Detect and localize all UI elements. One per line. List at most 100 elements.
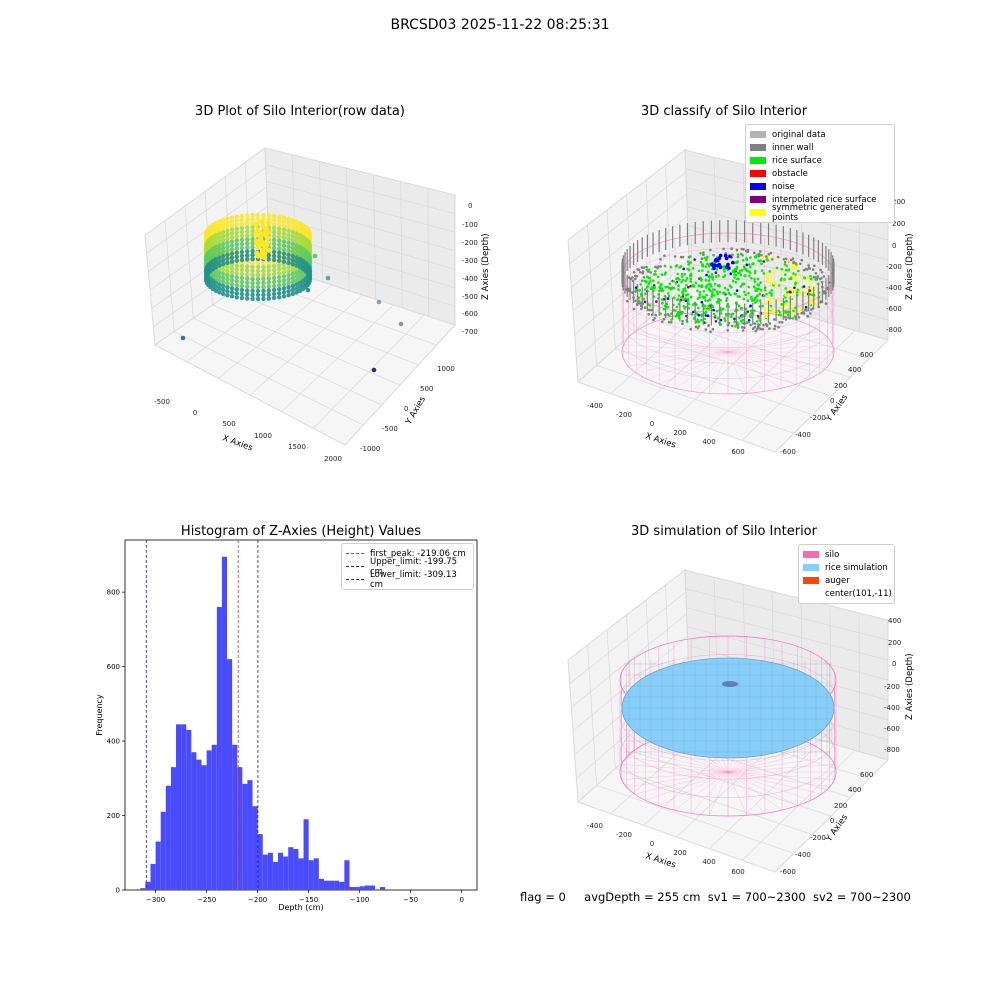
classified-point xyxy=(703,297,706,300)
p4-ytick: 200 xyxy=(834,802,847,810)
ring-point xyxy=(286,221,290,225)
ring-point xyxy=(225,217,229,221)
classified-point xyxy=(711,276,714,279)
ring-point xyxy=(225,277,229,281)
classified-point xyxy=(676,273,679,276)
ring-point xyxy=(261,269,265,273)
ring-point xyxy=(277,267,281,271)
histogram-bar xyxy=(253,806,258,890)
classified-point xyxy=(663,318,666,321)
p4-ytick: 400 xyxy=(848,786,861,794)
classified-point xyxy=(695,282,698,285)
ring-point xyxy=(272,272,276,276)
classified-point xyxy=(787,316,790,319)
legend-swatch xyxy=(803,590,819,597)
classified-point xyxy=(712,306,715,309)
ring-point xyxy=(286,229,290,233)
panel1-3d-plot: -500 0 500 1000 1500 2000 -1000 -500 0 5… xyxy=(0,0,500,500)
ring-point xyxy=(235,235,239,239)
ring-point xyxy=(256,265,260,269)
ring-point xyxy=(291,234,295,238)
classified-point xyxy=(808,267,811,270)
legend-label: original data xyxy=(772,130,826,140)
ring-point xyxy=(267,280,271,284)
classified-point xyxy=(747,270,750,273)
classified-point xyxy=(674,255,677,258)
classified-point xyxy=(701,263,704,266)
ring-point xyxy=(240,222,244,226)
classified-point xyxy=(781,321,784,324)
histogram-bar xyxy=(140,888,145,890)
classified-point xyxy=(687,286,690,289)
histogram-bar xyxy=(365,886,370,890)
classified-point xyxy=(664,286,667,289)
legend-swatch xyxy=(750,170,766,177)
ring-point xyxy=(217,243,221,247)
noise-point xyxy=(719,254,723,258)
ring-point xyxy=(286,261,290,265)
classified-point xyxy=(744,274,747,277)
classified-point xyxy=(655,314,658,317)
classified-point xyxy=(654,266,657,269)
classified-point xyxy=(784,287,787,290)
ring-point xyxy=(225,265,229,269)
ring-point xyxy=(267,284,271,288)
classified-point xyxy=(783,258,786,261)
ring-point xyxy=(240,214,244,218)
histogram-bar xyxy=(268,853,273,890)
p1-zlabel: Z Axies (Depth) xyxy=(481,233,491,300)
classified-point xyxy=(678,266,681,269)
legend-entry: Lower_limit: -309.13 cm xyxy=(346,573,469,586)
classified-point xyxy=(652,279,655,282)
ring-point xyxy=(261,289,265,293)
classified-point xyxy=(683,307,686,310)
classified-point xyxy=(704,304,707,307)
classified-point xyxy=(668,283,671,286)
classified-point xyxy=(680,296,683,299)
histogram-bar xyxy=(191,752,196,890)
ring-point xyxy=(240,284,244,288)
ring-point xyxy=(235,259,239,263)
p2-ztick: 0 xyxy=(892,242,896,250)
ring-point xyxy=(256,269,260,273)
classified-point xyxy=(746,258,749,261)
ring-point xyxy=(291,222,295,226)
classified-point xyxy=(741,307,744,310)
classified-point xyxy=(705,274,708,277)
ring-point xyxy=(282,260,286,264)
classified-point xyxy=(689,280,692,283)
classified-point xyxy=(735,274,738,277)
histogram-bar xyxy=(176,724,181,890)
classified-point xyxy=(777,312,780,315)
p4-ztick: 0 xyxy=(892,660,896,668)
classified-point xyxy=(765,314,768,317)
classified-point xyxy=(742,248,745,251)
ring-point xyxy=(245,221,249,225)
p4-xtick: -400 xyxy=(587,822,603,830)
p4-ztick: -800 xyxy=(884,746,900,754)
ring-point xyxy=(230,278,234,282)
ring-point xyxy=(235,271,239,275)
p1-ztick: -600 xyxy=(462,310,478,318)
histogram-bar xyxy=(273,862,278,890)
classified-point xyxy=(708,275,711,278)
classified-point xyxy=(757,260,760,263)
p2-ztick: -400 xyxy=(886,284,902,292)
classified-point xyxy=(726,297,729,300)
classified-point xyxy=(687,263,690,266)
histogram-bar xyxy=(161,812,166,890)
ring-point xyxy=(230,240,234,244)
noise-point xyxy=(725,257,729,261)
ring-point xyxy=(230,220,234,224)
classified-point xyxy=(729,272,732,275)
classified-point xyxy=(701,286,704,289)
ring-point xyxy=(250,217,254,221)
histogram-bar xyxy=(186,730,191,890)
ring-point xyxy=(240,268,244,272)
ring-point xyxy=(240,292,244,296)
classified-point xyxy=(684,287,687,290)
ring-point xyxy=(245,288,249,292)
classified-point xyxy=(792,257,795,260)
classified-point xyxy=(738,295,741,298)
classified-point xyxy=(711,291,714,294)
